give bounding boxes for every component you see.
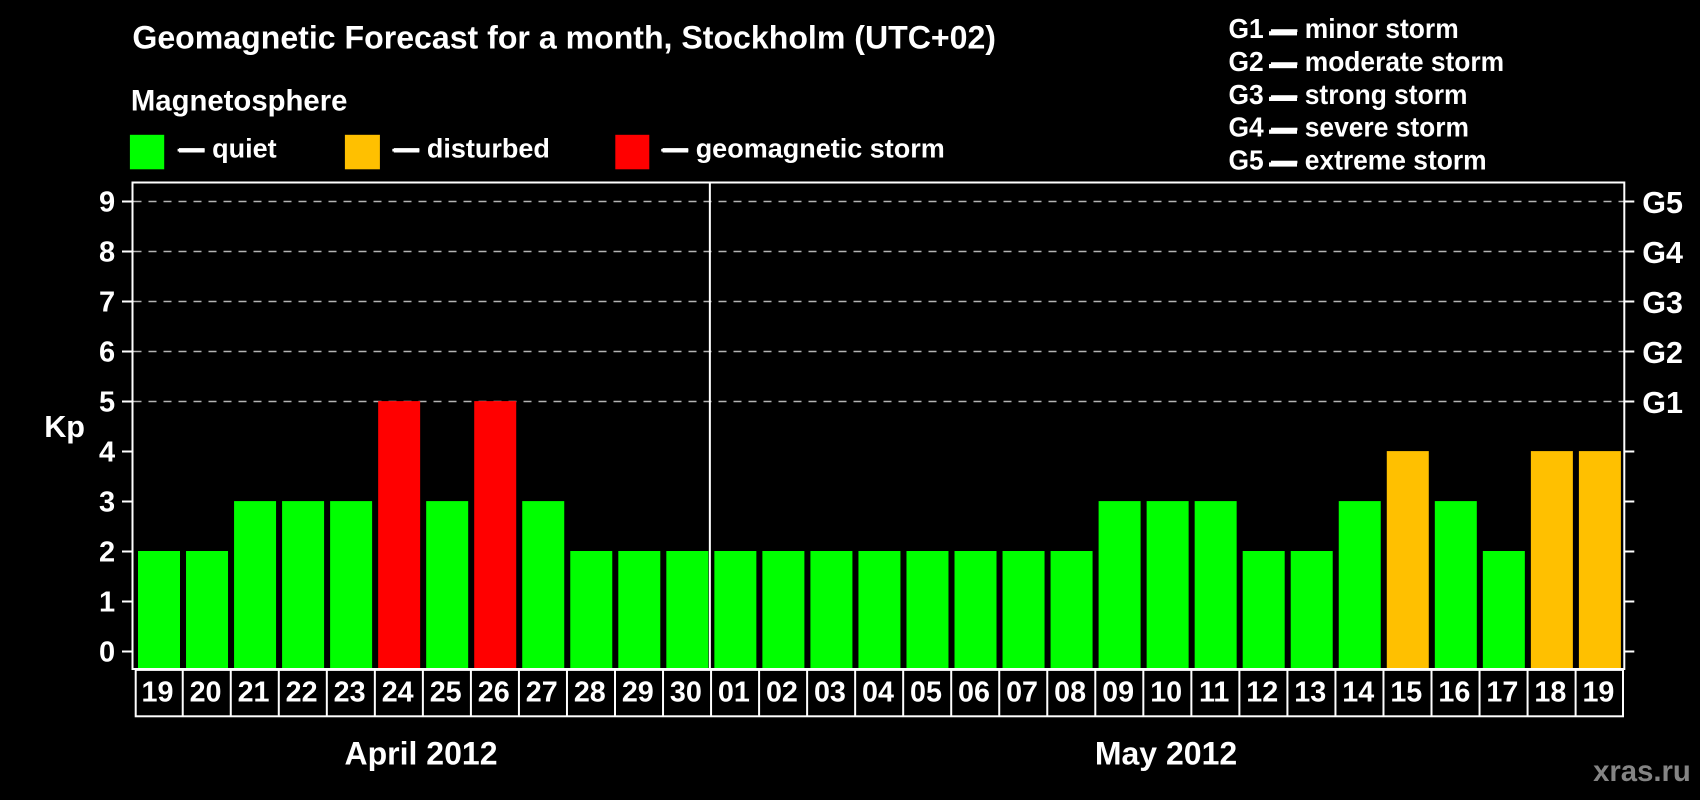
svg-text:G3 — strong storm: G3 — strong storm xyxy=(1229,79,1468,110)
svg-text:09: 09 xyxy=(1102,677,1134,709)
svg-text:April 2012: April 2012 xyxy=(345,736,498,772)
svg-text:G4: G4 xyxy=(1642,236,1683,270)
svg-text:10: 10 xyxy=(1150,677,1182,709)
svg-text:05: 05 xyxy=(910,677,942,709)
svg-text:28: 28 xyxy=(574,677,606,709)
svg-text:G5: G5 xyxy=(1642,186,1683,220)
svg-text:G2: G2 xyxy=(1642,336,1683,370)
svg-text:7: 7 xyxy=(99,287,115,319)
svg-text:0: 0 xyxy=(99,637,115,669)
svg-text:8: 8 xyxy=(99,237,115,269)
svg-text:07: 07 xyxy=(1006,677,1038,709)
svg-text:G4 — severe storm: G4 — severe storm xyxy=(1229,112,1470,143)
svg-text:12: 12 xyxy=(1246,677,1278,709)
svg-text:Magnetosphere: Magnetosphere xyxy=(131,85,348,118)
svg-text:20: 20 xyxy=(190,677,222,709)
svg-text:02: 02 xyxy=(766,677,798,709)
svg-text:01: 01 xyxy=(718,677,750,709)
svg-text:G1: G1 xyxy=(1642,386,1683,420)
svg-text:3: 3 xyxy=(99,487,115,519)
svg-text:G1 — minor storm: G1 — minor storm xyxy=(1229,14,1459,45)
svg-text:May 2012: May 2012 xyxy=(1095,736,1237,772)
svg-text:21: 21 xyxy=(238,677,270,709)
svg-text:24: 24 xyxy=(382,677,414,709)
svg-text:03: 03 xyxy=(814,677,846,709)
svg-text:27: 27 xyxy=(526,677,558,709)
svg-text:17: 17 xyxy=(1486,677,1518,709)
svg-text:26: 26 xyxy=(478,677,510,709)
svg-text:4: 4 xyxy=(99,437,115,469)
svg-text:9: 9 xyxy=(99,187,115,219)
svg-text:30: 30 xyxy=(670,677,702,709)
svg-text:06: 06 xyxy=(958,677,990,709)
svg-text:6: 6 xyxy=(99,337,115,369)
svg-text:25: 25 xyxy=(430,677,462,709)
svg-text:G2 — moderate storm: G2 — moderate storm xyxy=(1229,47,1505,78)
svg-text:— geomagnetic storm: — geomagnetic storm xyxy=(661,133,945,163)
svg-text:18: 18 xyxy=(1534,677,1566,709)
svg-text:1: 1 xyxy=(99,587,115,619)
svg-text:04: 04 xyxy=(862,677,894,709)
svg-text:23: 23 xyxy=(334,677,366,709)
svg-text:G3: G3 xyxy=(1642,286,1683,320)
svg-text:08: 08 xyxy=(1054,677,1086,709)
svg-text:19: 19 xyxy=(142,677,174,709)
svg-text:13: 13 xyxy=(1294,677,1326,709)
svg-text:15: 15 xyxy=(1390,677,1422,709)
svg-text:14: 14 xyxy=(1342,677,1374,709)
svg-text:xras.ru: xras.ru xyxy=(1593,755,1691,788)
svg-text:Geomagnetic Forecast for a mon: Geomagnetic Forecast for a month, Stockh… xyxy=(132,20,996,56)
svg-text:16: 16 xyxy=(1438,677,1470,709)
svg-text:5: 5 xyxy=(99,387,115,419)
svg-text:11: 11 xyxy=(1199,677,1229,709)
svg-text:G5 — extreme storm: G5 — extreme storm xyxy=(1229,145,1487,176)
svg-text:19: 19 xyxy=(1582,677,1614,709)
svg-text:2: 2 xyxy=(99,537,115,569)
svg-text:Kp: Kp xyxy=(44,410,85,444)
svg-text:22: 22 xyxy=(286,677,318,709)
svg-text:29: 29 xyxy=(622,677,654,709)
